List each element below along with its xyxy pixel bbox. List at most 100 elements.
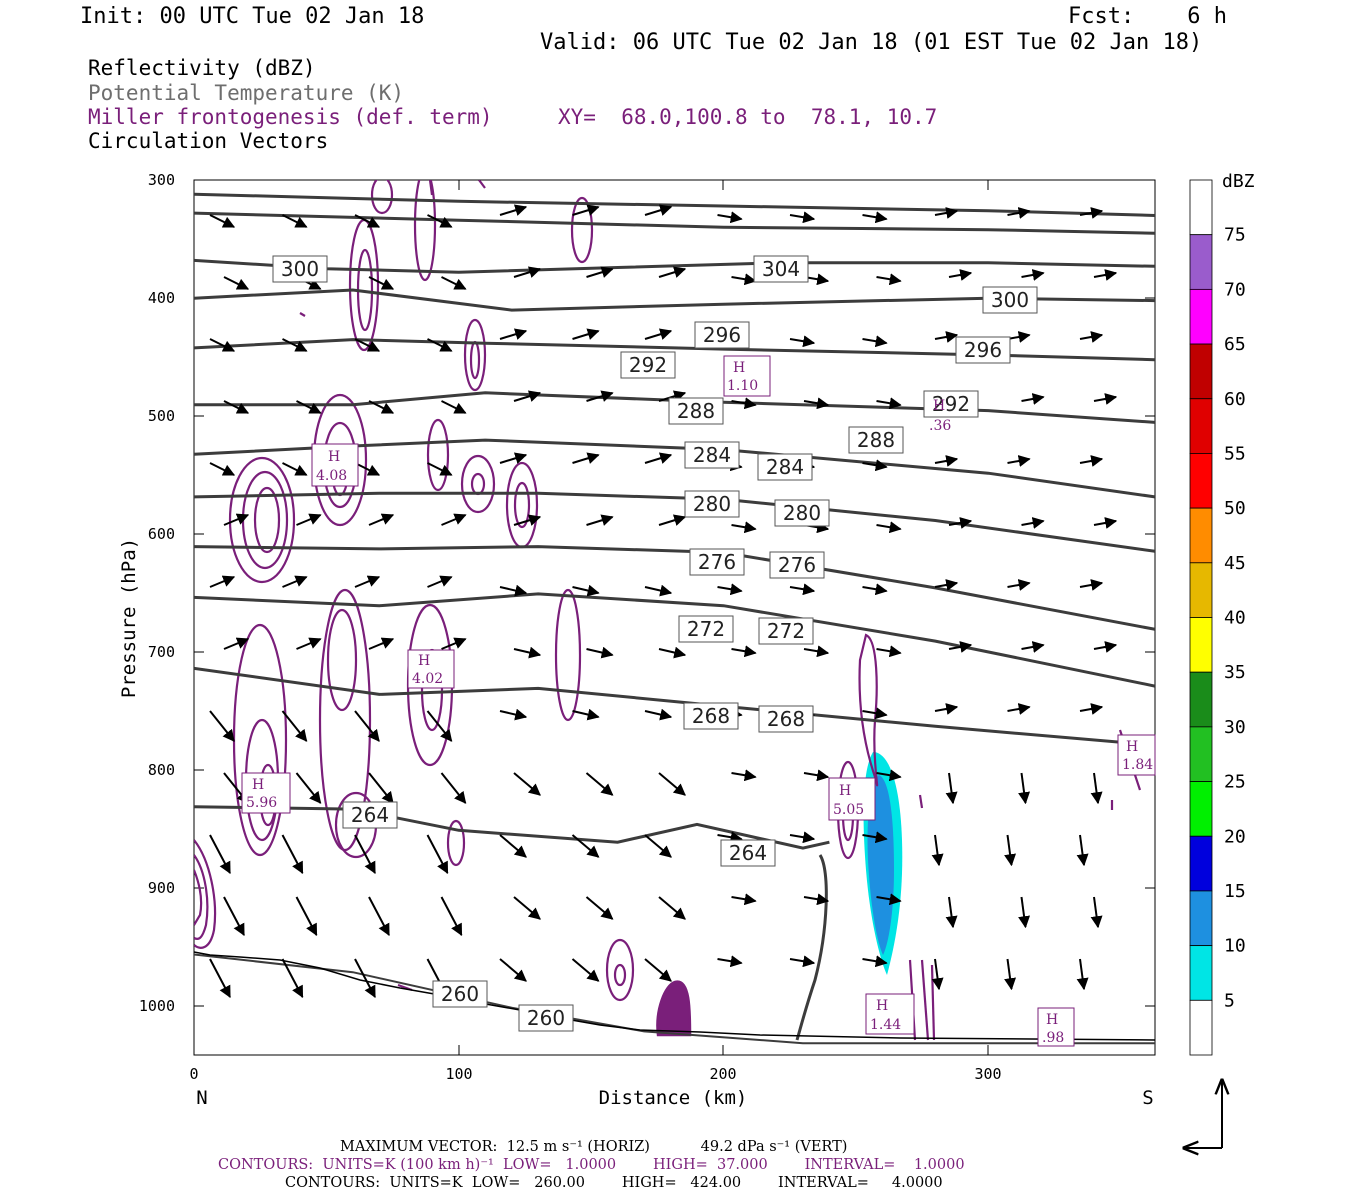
footer-contours-fronto: CONTOURS: UNITS=K (100 km h)⁻¹ LOW= 1.00… <box>218 1157 965 1173</box>
circulation-vector <box>1079 207 1104 219</box>
colorbar-tick-label: 50 <box>1224 498 1246 519</box>
circulation-vector <box>281 834 304 875</box>
svg-text:280: 280 <box>693 492 731 516</box>
circulation-vector <box>209 338 236 352</box>
circulation-vector <box>1079 331 1104 343</box>
y-tick-400: 400 <box>148 289 175 307</box>
colorbar-swatch <box>1189 617 1213 673</box>
init-time: Init: 00 UTC Tue 02 Jan 18 <box>80 4 425 29</box>
isentrope-line <box>194 592 1155 688</box>
circulation-vector <box>1079 703 1104 715</box>
theta-label-296a: 296 <box>694 321 750 349</box>
fronto-high-.36: H .36 <box>929 398 951 434</box>
colorbar-tick-label: 10 <box>1224 936 1246 957</box>
theta-label-284a: 284 <box>684 441 740 469</box>
fronto-high-.98: H .98 <box>1037 1007 1075 1047</box>
svg-text:300: 300 <box>991 288 1029 312</box>
svg-text:H: H <box>876 998 888 1014</box>
circulation-vector <box>789 831 816 844</box>
theta-label-264b: 264 <box>720 839 776 867</box>
circulation-vector <box>368 513 395 526</box>
colorbar-tick-label: 25 <box>1224 772 1246 793</box>
circulation-vector <box>368 772 394 804</box>
theta-label-300b: 300 <box>982 286 1038 314</box>
legend-theta: Potential Temperature (K) <box>88 81 405 105</box>
colorbar-swatch <box>1189 507 1213 564</box>
y-tick-800: 800 <box>148 761 175 779</box>
circulation-vector <box>499 328 528 340</box>
circulation-vector <box>876 521 902 534</box>
circulation-vector <box>513 896 541 920</box>
colorbar-tick-label: 20 <box>1224 826 1246 847</box>
y-tick-1000: 1000 <box>139 997 175 1015</box>
circulation-vector <box>731 893 757 906</box>
fronto-high-5.05: H 5.05 <box>828 777 876 821</box>
circulation-vector <box>282 338 308 352</box>
y-axis-label: Pressure (hPa) <box>118 538 140 698</box>
circulation-vector <box>354 710 380 742</box>
svg-text:.98: .98 <box>1042 1030 1064 1046</box>
vector-key-icon <box>1184 1080 1222 1148</box>
circulation-vector <box>644 958 672 982</box>
colorbar-tick-label: 5 <box>1224 990 1235 1011</box>
circulation-vector <box>862 211 888 224</box>
circulation-vector <box>441 513 467 526</box>
circulation-vector <box>876 645 902 658</box>
circulation-vector <box>368 896 390 937</box>
colorbar-swatch <box>1189 234 1213 290</box>
theta-label-296b: 296 <box>955 336 1011 364</box>
theta-label-268b: 268 <box>758 705 814 733</box>
fronto-high-1.84: H 1.84 <box>1117 734 1156 776</box>
theta-label-280a: 280 <box>684 490 740 518</box>
circulation-vector <box>354 338 381 352</box>
circulation-vector <box>717 955 743 968</box>
circulation-vector <box>876 273 902 286</box>
circulation-vector <box>717 211 743 224</box>
circulation-vector <box>862 831 888 844</box>
circulation-vector <box>368 400 395 414</box>
theta-label-288a: 288 <box>668 397 724 425</box>
circulation-vector <box>862 583 888 596</box>
circulation-vector <box>1018 896 1031 929</box>
circulation-vector <box>426 834 449 875</box>
circulation-vector <box>931 958 944 991</box>
circulation-vector <box>427 575 453 588</box>
circulation-vector <box>499 204 528 216</box>
colorbar-swatch <box>1189 999 1213 1056</box>
circulation-vector <box>1007 455 1031 467</box>
circulation-vector <box>945 896 958 929</box>
circulation-vector <box>934 703 959 715</box>
svg-text:H: H <box>933 398 945 414</box>
circulation-vector <box>731 645 757 658</box>
fronto-high-1.10: H 1.10 <box>723 355 771 397</box>
circulation-vector <box>644 328 673 340</box>
svg-text:4.08: 4.08 <box>316 468 347 484</box>
circulation-vector <box>368 276 395 290</box>
circulation-vector <box>934 331 959 343</box>
circulation-vector <box>296 513 322 526</box>
circulation-vector <box>354 214 381 228</box>
svg-text:264: 264 <box>729 841 767 865</box>
circulation-vector <box>1007 703 1031 715</box>
frontogenesis-high-labels: H 4.08 H 1.10 H .36 H 4.02 H 5.96 H 5.05 H 1.84… <box>241 355 1156 1047</box>
circulation-vector <box>1093 393 1118 405</box>
circulation-vector <box>789 583 816 596</box>
isentrope-labels: 300 304 300 296 296 292 292 288 288 284 … <box>272 255 1038 1032</box>
circulation-vector <box>499 584 528 597</box>
circulation-vector <box>440 772 467 804</box>
circulation-vector <box>209 214 236 228</box>
circulation-vector <box>586 514 614 526</box>
colorbar-tick-label: 75 <box>1224 225 1246 246</box>
circulation-vector <box>571 958 600 982</box>
circulation-vector <box>572 452 600 464</box>
theta-label-260a: 260 <box>432 980 488 1008</box>
svg-text:260: 260 <box>527 1006 565 1030</box>
circulation-vector <box>572 328 600 340</box>
circulation-vector <box>513 772 541 796</box>
circulation-vector <box>440 896 463 937</box>
colorbar-swatch <box>1189 726 1213 782</box>
circulation-vector <box>513 390 542 402</box>
circulation-vector <box>209 958 231 999</box>
isentrope-line <box>194 491 1155 553</box>
circulation-vector <box>731 521 757 534</box>
